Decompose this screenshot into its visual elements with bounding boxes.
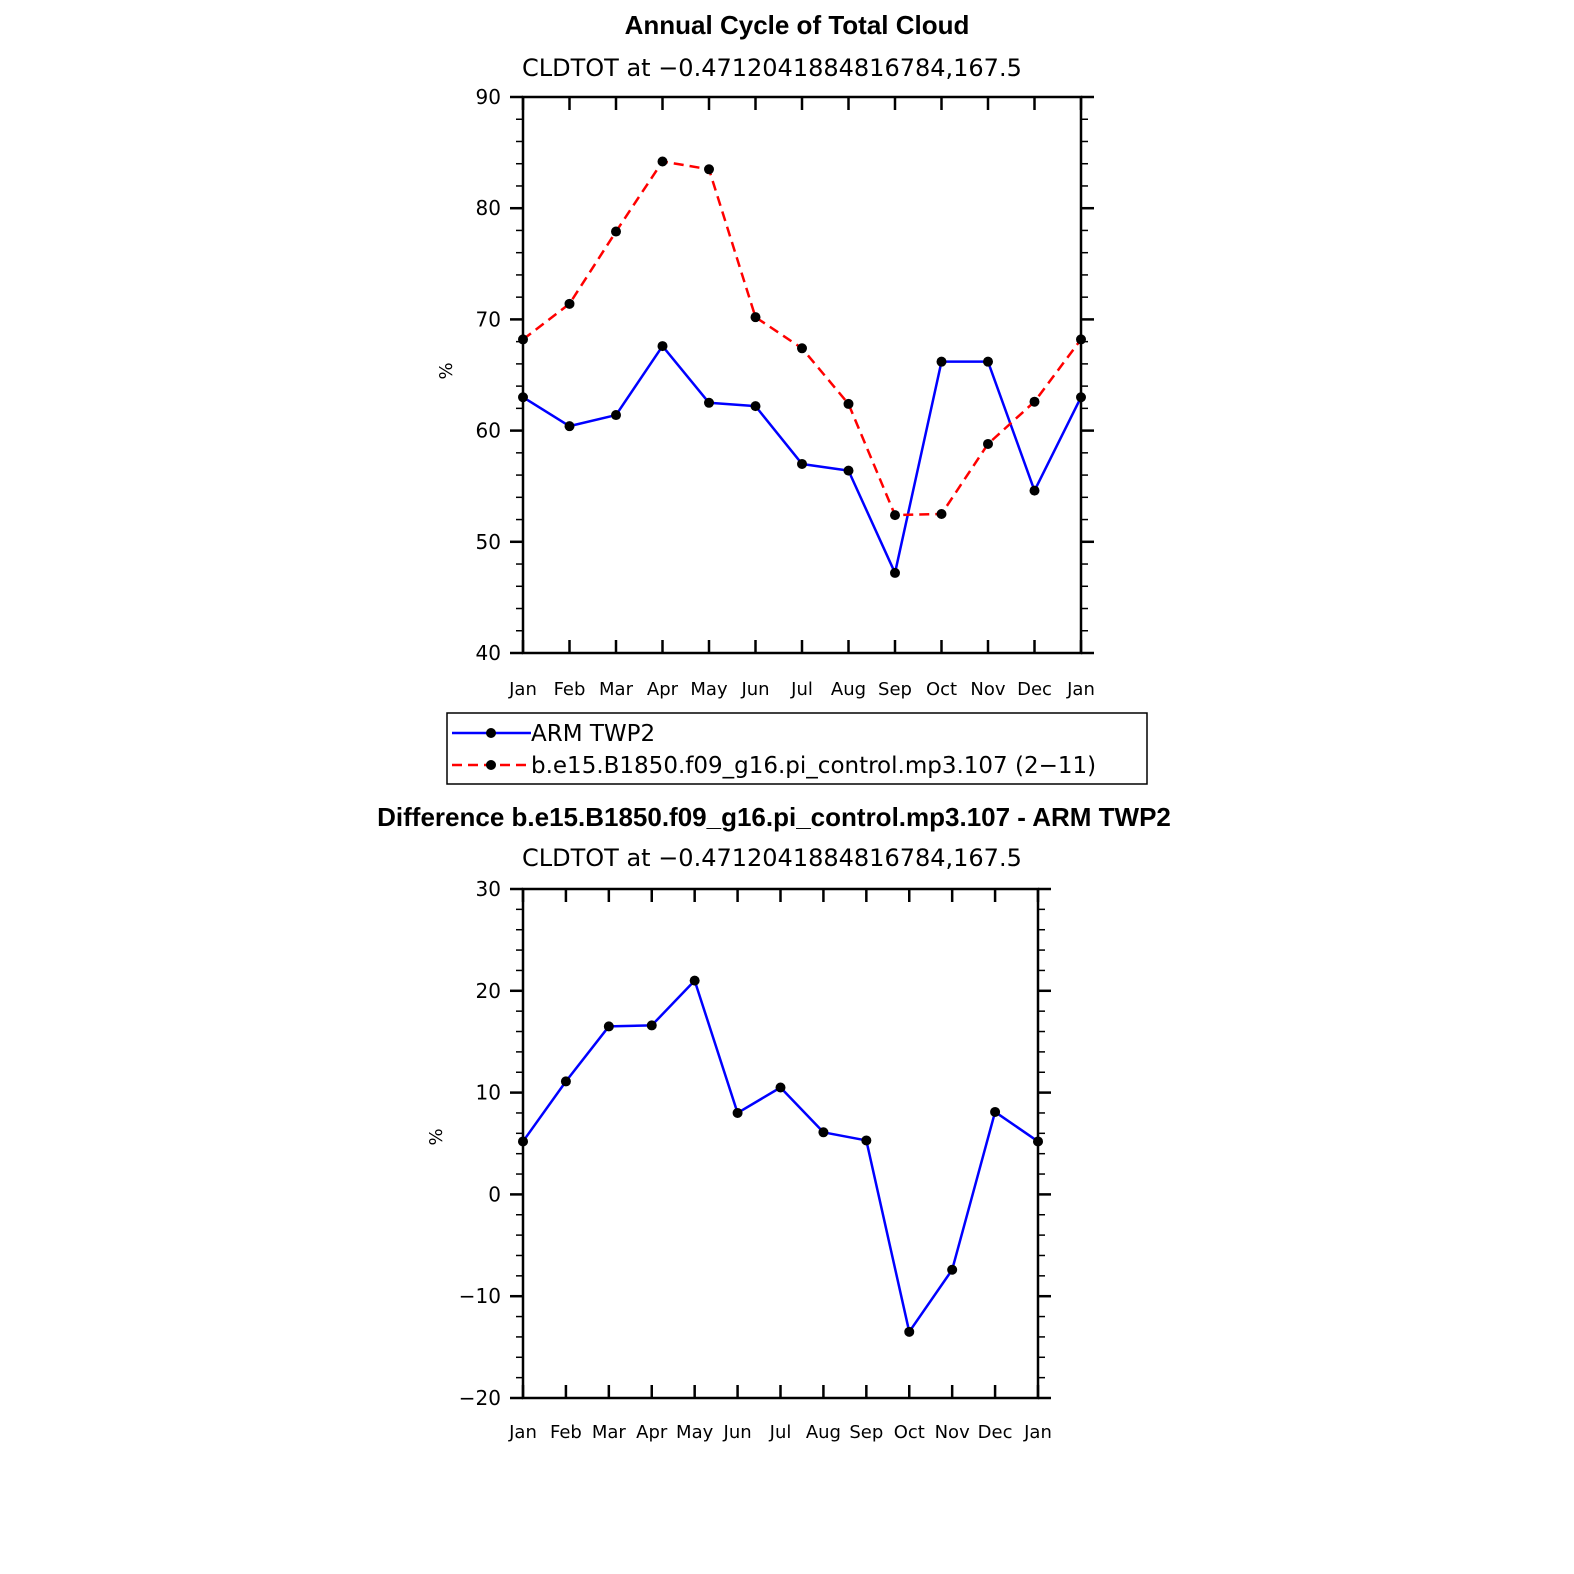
plot-marks bbox=[518, 156, 1086, 578]
data-point bbox=[657, 156, 668, 167]
data-point bbox=[732, 1107, 743, 1118]
x-tick-label: May bbox=[676, 1422, 714, 1443]
data-point bbox=[750, 401, 761, 412]
y-axis-label: % bbox=[426, 1128, 447, 1145]
annual-cycle-panel: Annual Cycle of Total Cloud CLDTOT at −0… bbox=[436, 10, 1095, 700]
data-point bbox=[936, 356, 947, 367]
plot-axes: Jan Feb Mar Apr May Jun Jul Aug Sep Oct Nov Dec Jan 4… bbox=[476, 85, 1095, 700]
series-line-0 bbox=[521, 979, 1039, 1334]
data-point bbox=[564, 298, 575, 309]
data-point bbox=[843, 398, 854, 409]
x-tick-label: Jan bbox=[1023, 1422, 1052, 1443]
legend-label-arm: ARM TWP2 bbox=[531, 721, 655, 747]
y-tick-label: −10 bbox=[459, 1284, 501, 1308]
data-point bbox=[983, 438, 993, 449]
x-tick-label: Jun bbox=[723, 1422, 752, 1443]
chart-title: Difference b.e15.B1850.f09_g16.pi_contro… bbox=[377, 802, 1171, 832]
data-point bbox=[611, 226, 621, 237]
data-point bbox=[611, 410, 621, 421]
x-tick-label: Nov bbox=[970, 679, 1005, 700]
data-point bbox=[797, 458, 807, 469]
data-point bbox=[936, 509, 947, 519]
data-point bbox=[818, 1127, 829, 1138]
data-point bbox=[518, 1136, 528, 1147]
data-point bbox=[564, 421, 575, 432]
data-point bbox=[689, 975, 700, 986]
data-point bbox=[657, 341, 668, 352]
x-tick-label: May bbox=[690, 679, 728, 700]
y-tick-label: 0 bbox=[488, 1182, 501, 1206]
y-tick-label: 90 bbox=[476, 85, 501, 109]
x-tick-label: Jan bbox=[508, 679, 537, 700]
x-tick-label: Feb bbox=[550, 1422, 582, 1443]
y-tick-label: 20 bbox=[476, 979, 501, 1003]
x-tick-label: Jul bbox=[790, 679, 813, 700]
x-tick-label: Apr bbox=[636, 1422, 668, 1443]
data-point bbox=[704, 164, 714, 175]
y-tick-label: 40 bbox=[476, 641, 501, 665]
data-point bbox=[861, 1135, 872, 1146]
data-point bbox=[1029, 396, 1040, 407]
y-tick-label: −20 bbox=[459, 1386, 501, 1410]
data-point bbox=[1076, 392, 1086, 403]
legend-marker-model bbox=[486, 760, 496, 770]
legend-box bbox=[446, 712, 1148, 785]
y-tick-label: 10 bbox=[476, 1081, 501, 1105]
chart-subtitle: CLDTOT at −0.4712041884816784,167.5 bbox=[522, 54, 1022, 82]
y-axis-label: % bbox=[436, 362, 457, 379]
x-tick-label: Jan bbox=[1066, 679, 1095, 700]
plot-axes: Jan Feb Mar Apr May Jun Jul Aug Sep Oct Nov Dec Jan−… bbox=[459, 877, 1052, 1443]
data-point bbox=[560, 1076, 571, 1087]
x-tick-label: Apr bbox=[647, 679, 679, 700]
y-tick-label: 70 bbox=[476, 307, 501, 331]
y-tick-label: 30 bbox=[476, 877, 501, 901]
data-point bbox=[775, 1082, 786, 1093]
x-tick-label: Sep bbox=[849, 1422, 883, 1443]
y-tick-label: 80 bbox=[476, 196, 501, 220]
chart-title: Annual Cycle of Total Cloud bbox=[625, 10, 970, 40]
data-point bbox=[646, 1020, 657, 1031]
x-tick-label: Feb bbox=[554, 679, 586, 700]
data-point bbox=[1076, 334, 1086, 345]
legend: ARM TWP2 b.e15.B1850.f09_g16.pi_control.… bbox=[446, 712, 1148, 785]
plot-frame bbox=[521, 95, 1083, 655]
x-tick-label: Jul bbox=[769, 1422, 792, 1443]
x-tick-label: Oct bbox=[894, 1422, 925, 1443]
data-point bbox=[983, 356, 993, 367]
data-point bbox=[947, 1264, 958, 1275]
x-tick-label: Mar bbox=[599, 679, 634, 700]
data-point bbox=[904, 1326, 915, 1337]
legend-label-model: b.e15.B1850.f09_g16.pi_control.mp3.107 (… bbox=[531, 753, 1096, 779]
plot-marks bbox=[518, 975, 1043, 1337]
legend-marker-arm bbox=[486, 728, 496, 738]
data-point bbox=[704, 397, 714, 408]
x-tick-label: Jan bbox=[508, 1422, 537, 1443]
data-point bbox=[1033, 1136, 1043, 1147]
x-tick-label: Dec bbox=[978, 1422, 1013, 1443]
plot-frame bbox=[521, 887, 1040, 1400]
x-tick-label: Nov bbox=[935, 1422, 970, 1443]
data-point bbox=[797, 343, 807, 354]
data-point bbox=[750, 312, 761, 323]
x-tick-label: Oct bbox=[926, 679, 957, 700]
y-tick-label: 50 bbox=[476, 530, 501, 554]
data-point bbox=[1029, 485, 1040, 496]
data-point bbox=[518, 392, 528, 403]
x-tick-label: Dec bbox=[1017, 679, 1052, 700]
x-tick-label: Mar bbox=[592, 1422, 627, 1443]
x-tick-label: Sep bbox=[878, 679, 912, 700]
x-tick-label: Aug bbox=[806, 1422, 841, 1443]
data-point bbox=[890, 567, 900, 578]
y-tick-label: 60 bbox=[476, 419, 501, 443]
data-point bbox=[890, 510, 900, 521]
data-point bbox=[518, 334, 528, 345]
data-point bbox=[603, 1021, 614, 1032]
x-tick-label: Aug bbox=[831, 679, 866, 700]
difference-panel: Difference b.e15.B1850.f09_g16.pi_contro… bbox=[377, 802, 1171, 1443]
chart-subtitle: CLDTOT at −0.4712041884816784,167.5 bbox=[522, 844, 1022, 872]
x-tick-label: Jun bbox=[740, 679, 769, 700]
data-point bbox=[843, 465, 854, 476]
data-point bbox=[990, 1106, 1001, 1117]
